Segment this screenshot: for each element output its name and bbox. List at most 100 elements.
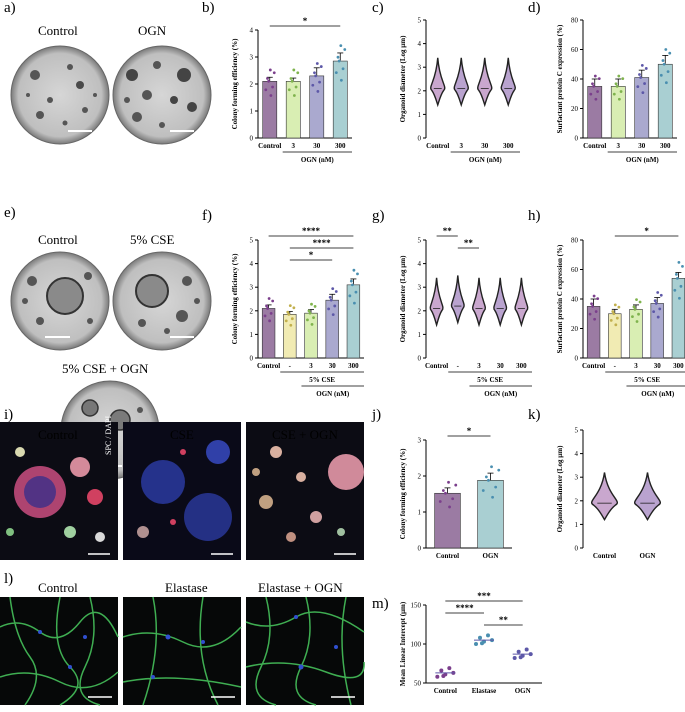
data-point	[617, 74, 621, 78]
panel-label-h: h)	[528, 208, 541, 224]
data-point	[313, 305, 317, 308]
data-point	[268, 319, 272, 323]
y-tick-label: 1	[250, 108, 254, 116]
bar	[477, 480, 504, 549]
chart-c: 0 1 2 3 4 5 Organoid diameter (Log μm) Control 3…	[399, 17, 520, 164]
panel-label-i: i)	[4, 407, 14, 423]
y-tick-label: 0	[418, 355, 422, 363]
y-tick-label: 60	[571, 46, 579, 54]
data-point	[659, 293, 663, 297]
y-tick-label: 4	[418, 260, 422, 268]
data-point	[487, 478, 490, 482]
data-point	[448, 505, 451, 509]
x-tick-label: Control	[257, 362, 280, 370]
data-point	[447, 666, 452, 671]
significance-label: *	[644, 226, 649, 236]
group-label: 5% CSE	[634, 376, 660, 384]
y-tick-label: 80	[571, 17, 579, 25]
image-label-e-cse-ogn: 5% CSE + OGN	[62, 361, 149, 376]
y-tick-label: 4	[575, 450, 579, 458]
y-tick-label: 1	[418, 111, 422, 119]
y-axis-label: Surfactant protein C expression (%)	[556, 24, 564, 133]
data-point	[290, 317, 294, 321]
data-point	[339, 44, 343, 48]
data-point	[294, 85, 298, 89]
data-point	[639, 76, 643, 79]
organoid-image-a-ogn	[112, 45, 212, 145]
group-label: OGN (nM)	[301, 156, 335, 164]
chart-d: 0 20 40 60 80 Surfactant protein C expression…	[556, 17, 677, 164]
image-label-l-elastase-ogn: Elastase + OGN	[258, 580, 343, 595]
data-point	[313, 71, 316, 75]
x-tick-label: Control	[593, 552, 616, 560]
data-point	[336, 55, 340, 59]
data-point	[334, 290, 338, 293]
data-point	[659, 73, 663, 77]
x-tick-label: 3	[477, 362, 481, 370]
x-tick-label: Control	[434, 687, 457, 695]
data-point	[588, 312, 592, 316]
data-point	[314, 74, 318, 78]
y-tick-label: 5	[418, 17, 422, 25]
data-point	[350, 283, 354, 287]
panel-label-m: m)	[372, 596, 389, 612]
x-tick-label: 300	[503, 142, 514, 150]
chart-k: 0 1 2 3 4 5 Organoid diameter (Log μm) Control O…	[556, 427, 661, 560]
data-point	[673, 288, 677, 292]
group-label: OGN (nM)	[469, 156, 503, 164]
x-tick-label: 3	[460, 142, 464, 150]
data-point	[267, 297, 271, 300]
data-point	[439, 668, 444, 673]
data-point	[491, 495, 494, 499]
x-tick-label: 30	[638, 142, 646, 150]
data-point	[328, 295, 332, 299]
data-point	[656, 291, 660, 294]
violin	[634, 472, 661, 522]
data-point	[271, 299, 275, 303]
x-tick-label: -	[614, 362, 617, 370]
y-tick-label: 0	[250, 355, 254, 363]
data-point	[636, 85, 640, 88]
data-point	[264, 88, 268, 92]
data-point	[444, 491, 447, 495]
y-tick-label: 2	[250, 307, 254, 315]
significance-label: **	[499, 615, 509, 625]
y-tick-label: 1	[418, 331, 422, 339]
organoid-image-e-cse	[112, 251, 212, 351]
significance-label: *	[303, 16, 308, 26]
data-point	[596, 90, 599, 93]
y-axis-label: Organoid diameter (Log μm)	[399, 255, 407, 343]
data-point	[341, 67, 345, 71]
group-label: 5% CSE	[477, 376, 503, 384]
y-tick-label: 3	[250, 54, 254, 62]
image-label-i-cse: CSE	[170, 427, 194, 442]
data-point	[343, 48, 347, 51]
significance-label: ****	[456, 603, 475, 613]
data-point	[308, 311, 312, 315]
data-point	[612, 92, 616, 96]
data-point	[329, 298, 333, 302]
data-point	[288, 304, 292, 308]
fluorescence-image-i-cse	[123, 422, 241, 560]
data-point	[292, 94, 296, 97]
data-point	[348, 294, 352, 298]
x-tick-label: Elastase	[472, 687, 497, 695]
lung-image-l-elastase	[122, 596, 242, 706]
data-point	[287, 88, 291, 92]
data-point	[339, 78, 343, 82]
y-tick-label: 60	[571, 266, 579, 274]
data-point	[593, 317, 597, 321]
significance-label: *	[309, 250, 314, 260]
data-point	[635, 298, 638, 301]
y-tick-label: 0	[418, 135, 422, 143]
y-tick-label: 2	[575, 497, 579, 505]
data-point	[590, 302, 593, 306]
significance-label: *	[467, 426, 472, 436]
y-tick-label: 1	[418, 509, 422, 517]
data-point	[490, 465, 493, 469]
data-point	[441, 673, 446, 678]
y-tick-label: 100	[411, 641, 422, 649]
significance-label: **	[464, 238, 474, 248]
data-point	[674, 272, 678, 276]
data-point	[352, 268, 356, 272]
